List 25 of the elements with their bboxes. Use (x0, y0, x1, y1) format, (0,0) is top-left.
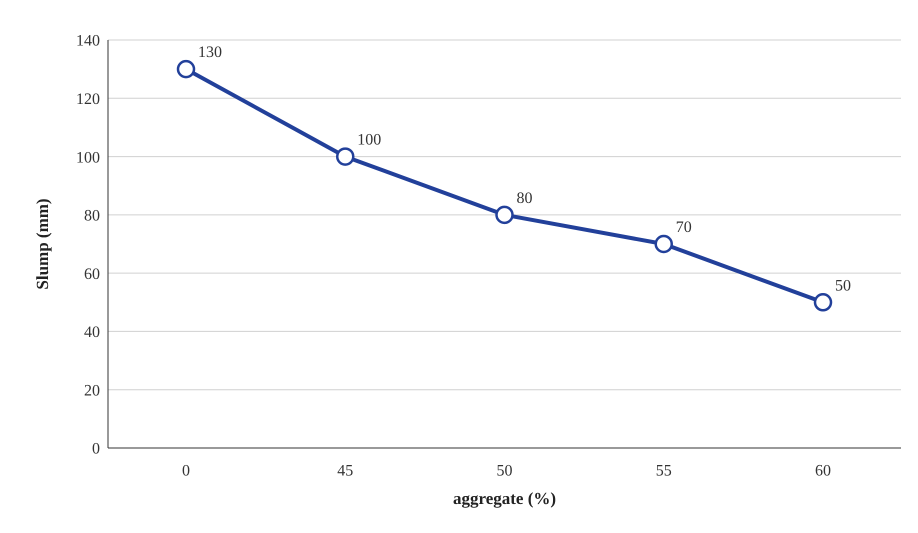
data-label: 50 (835, 277, 851, 294)
y-tick-label: 80 (84, 208, 100, 225)
data-label: 130 (198, 44, 222, 62)
point (495, 206, 514, 224)
y-tick-label: 20 (84, 382, 100, 400)
x-axis-title: aggregate (%) (452, 489, 556, 508)
y-tick-label: 140 (76, 32, 100, 50)
y-tick-label: 60 (84, 266, 100, 283)
y-tick-label: 100 (76, 149, 100, 166)
x-tick-label: 0 (182, 462, 190, 480)
point (654, 234, 673, 254)
x-tick-label: 50 (496, 462, 512, 480)
data-label: 100 (357, 132, 382, 149)
x-tick-label: 55 (656, 462, 672, 480)
point (814, 293, 832, 312)
y-tick-label: 0 (92, 440, 100, 458)
x-tick-label: 45 (337, 462, 354, 480)
data-label: 80 (516, 190, 532, 207)
y-tick-label: 120 (76, 90, 100, 108)
y-tick-label: 40 (84, 324, 100, 342)
point (176, 60, 196, 78)
x-tick-label: 60 (815, 462, 831, 480)
point (336, 147, 354, 166)
y-axis-title: Slump (mm) (33, 198, 52, 290)
data-label: 70 (676, 219, 692, 236)
